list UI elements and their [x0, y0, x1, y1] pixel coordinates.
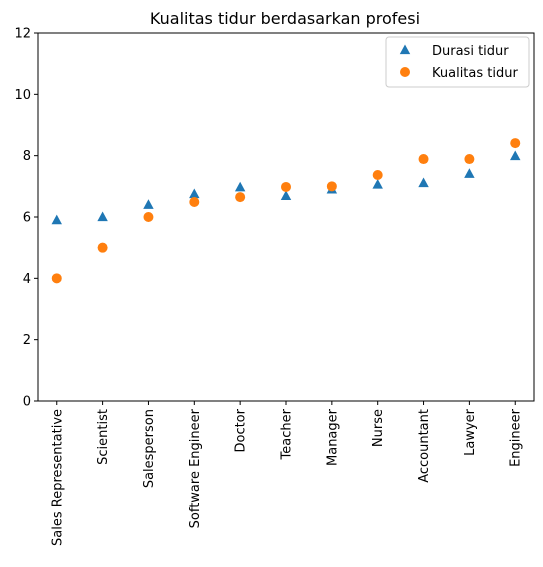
y-tick-label-10: 10 [14, 88, 31, 103]
point-durasi-tidur-scientist [97, 211, 108, 222]
point-kualitas-tidur-lawyer [464, 154, 475, 165]
legend-frame [385, 36, 530, 88]
y-tick-label-12: 12 [14, 27, 31, 42]
point-kualitas-tidur-software-engineer [189, 196, 200, 207]
x-tick-label-software-engineer: Software Engineer [188, 408, 203, 528]
x-tick-label-accountant: Accountant [417, 409, 432, 483]
point-durasi-tidur-lawyer [464, 168, 475, 178]
point-durasi-tidur-sales-representative [51, 214, 62, 225]
point-kualitas-tidur-manager [326, 181, 337, 192]
point-kualitas-tidur-sales-representative [51, 273, 62, 284]
y-tick-label-0: 0 [23, 395, 31, 410]
point-durasi-tidur-salesperson [143, 199, 154, 209]
point-durasi-tidur-accountant [418, 177, 429, 188]
x-axis: Sales Representative Scientist Salesperson… [50, 401, 524, 546]
x-tick-label-lawyer: Lawyer [463, 408, 478, 456]
series-kualitas-tidur [51, 138, 521, 284]
point-kualitas-tidur-scientist [97, 242, 108, 253]
y-tick-label-2: 2 [23, 333, 31, 348]
data-series [51, 138, 521, 284]
y-tick-label-4: 4 [23, 272, 31, 287]
y-axis: 0 2 4 6 8 10 12 [14, 27, 38, 410]
x-tick-label-engineer: Engineer [509, 408, 524, 467]
point-durasi-tidur-teacher [280, 190, 292, 200]
point-kualitas-tidur-doctor [235, 192, 246, 203]
point-durasi-tidur-nurse [372, 178, 383, 189]
x-tick-label-manager: Manager [325, 408, 340, 466]
point-durasi-tidur-software-engineer [189, 188, 200, 199]
x-tick-label-scientist: Scientist [96, 409, 111, 465]
x-tick-label-sales-representative: Sales Representative [50, 409, 65, 546]
point-kualitas-tidur-engineer [510, 138, 521, 149]
point-kualitas-tidur-salesperson [143, 212, 154, 222]
legend-label-durasi-tidur: Durasi tidur [432, 44, 509, 59]
legend-label-kualitas-tidur: Kualitas tidur [432, 66, 518, 81]
x-tick-label-salesperson: Salesperson [142, 409, 157, 488]
x-tick-label-doctor: Doctor [234, 408, 249, 452]
y-tick-label-8: 8 [23, 149, 31, 164]
y-tick-label-6: 6 [23, 211, 31, 226]
x-tick-label-teacher: Teacher [280, 408, 295, 460]
legend-marker-durasi-tidur [399, 44, 411, 55]
legend-marker-kualitas-tidur [400, 67, 410, 77]
point-kualitas-tidur-accountant [418, 154, 429, 165]
point-kualitas-tidur-nurse [372, 169, 383, 180]
point-durasi-tidur-doctor [234, 181, 246, 192]
chart-title: Kualitas tidur berdasarkan profesi [150, 9, 420, 28]
point-durasi-tidur-engineer [510, 150, 521, 161]
x-tick-label-nurse: Nurse [371, 409, 386, 447]
point-kualitas-tidur-teacher [281, 181, 291, 192]
legend: Durasi tidur Kualitas tidur [385, 36, 530, 88]
series-durasi-tidur [51, 150, 521, 225]
plot-area-frame [37, 32, 535, 402]
